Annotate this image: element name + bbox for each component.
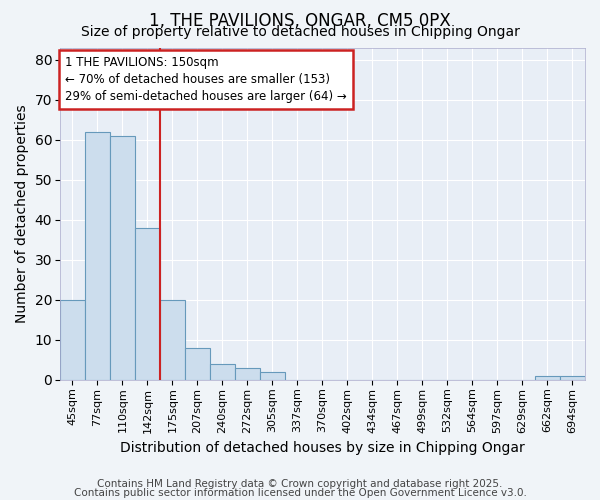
Bar (260, 372, 285, 380)
X-axis label: Distribution of detached houses by size in Chipping Ongar: Distribution of detached houses by size … (120, 441, 525, 455)
Bar (560, 376, 585, 380)
Bar (235, 368, 260, 380)
Text: 1, THE PAVILIONS, ONGAR, CM5 0PX: 1, THE PAVILIONS, ONGAR, CM5 0PX (149, 12, 451, 30)
Bar (185, 348, 210, 380)
Text: Contains HM Land Registry data © Crown copyright and database right 2025.: Contains HM Land Registry data © Crown c… (97, 479, 503, 489)
Bar (110, 136, 135, 380)
Bar (60, 300, 85, 380)
Text: Size of property relative to detached houses in Chipping Ongar: Size of property relative to detached ho… (80, 25, 520, 39)
Text: Contains public sector information licensed under the Open Government Licence v3: Contains public sector information licen… (74, 488, 526, 498)
Bar (210, 364, 235, 380)
Text: 1 THE PAVILIONS: 150sqm
← 70% of detached houses are smaller (153)
29% of semi-d: 1 THE PAVILIONS: 150sqm ← 70% of detache… (65, 56, 347, 103)
Bar (135, 228, 160, 380)
Bar (160, 300, 185, 380)
Bar (85, 132, 110, 380)
Bar (535, 376, 560, 380)
Y-axis label: Number of detached properties: Number of detached properties (15, 104, 29, 323)
